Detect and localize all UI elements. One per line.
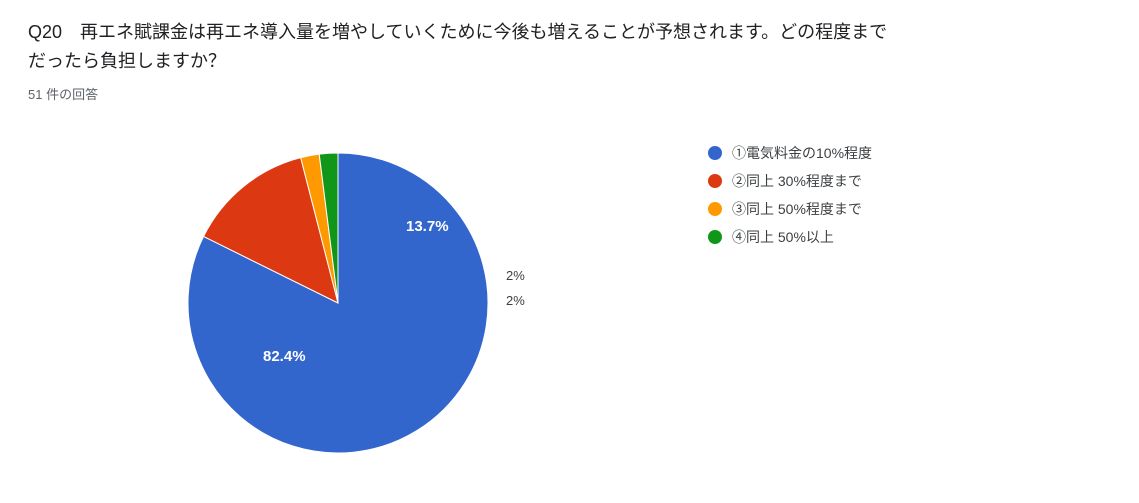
chart-row: 82.4% 13.7% 2% 2% ①電気料金の10%程度 ②同上 30%程度まで ③同上… — [28, 123, 1111, 483]
legend-label: ②同上 30%程度まで — [732, 171, 862, 191]
legend-swatch — [708, 202, 722, 216]
chart-legend: ①電気料金の10%程度 ②同上 30%程度まで ③同上 50%程度まで ④同上 50%… — [708, 143, 872, 255]
legend-item[interactable]: ④同上 50%以上 — [708, 227, 872, 247]
question-title: Q20 再エネ賦課金は再エネ導入量を増やしていくために今後も増えることが予想され… — [28, 18, 888, 76]
legend-item[interactable]: ③同上 50%程度まで — [708, 199, 872, 219]
legend-swatch — [708, 174, 722, 188]
slice-label: 82.4% — [263, 348, 306, 365]
legend-label: ③同上 50%程度まで — [732, 199, 862, 219]
responses-count: 51 件の回答 — [28, 84, 1111, 103]
slice-label: 2% — [506, 268, 525, 283]
pie-chart — [188, 153, 488, 453]
slice-label: 2% — [506, 293, 525, 308]
legend-item[interactable]: ②同上 30%程度まで — [708, 171, 872, 191]
legend-swatch — [708, 230, 722, 244]
legend-item[interactable]: ①電気料金の10%程度 — [708, 143, 872, 163]
legend-label: ④同上 50%以上 — [732, 227, 834, 247]
legend-swatch — [708, 146, 722, 160]
pie-chart-container: 82.4% 13.7% 2% 2% — [88, 123, 588, 483]
legend-label: ①電気料金の10%程度 — [732, 143, 872, 163]
slice-label: 13.7% — [406, 218, 449, 235]
